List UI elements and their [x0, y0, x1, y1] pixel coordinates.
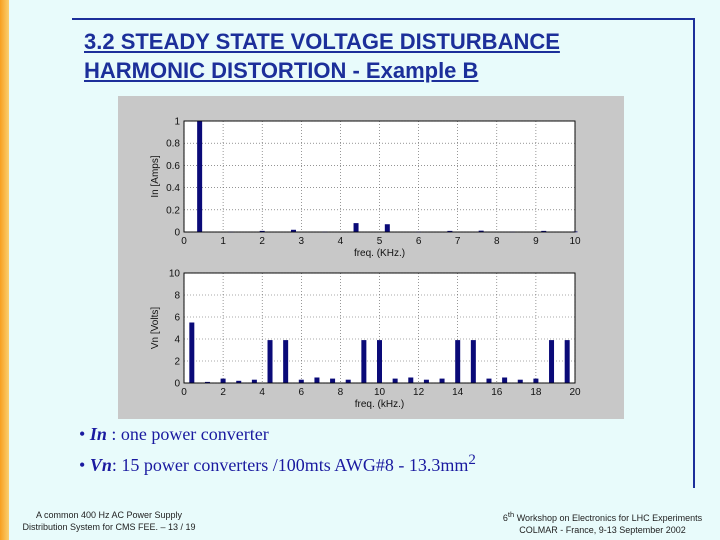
bar — [314, 377, 320, 383]
bar — [541, 230, 547, 232]
footer-right-num: 6 — [502, 513, 508, 523]
footer-right: 6th Workshop on Electronics for LHC Expe… — [490, 509, 715, 536]
bullet-in: • In : one power converter — [79, 424, 269, 445]
right-divider — [693, 18, 695, 488]
y-tick-label: 0.4 — [166, 183, 180, 194]
x-tick-label: 1 — [220, 236, 226, 247]
bar — [377, 340, 382, 383]
bar — [392, 378, 398, 383]
bullet-marker: • — [79, 455, 86, 475]
bar — [204, 381, 210, 383]
x-tick-label: 4 — [338, 236, 344, 247]
y-axis-label: In [Amps] — [150, 155, 161, 197]
footer-right-line1: 6th Workshop on Electronics for LHC Expe… — [490, 509, 715, 524]
y-tick-label: 0.8 — [166, 139, 180, 150]
x-tick-label: 20 — [569, 387, 581, 398]
bar — [549, 340, 555, 383]
bar — [455, 340, 461, 383]
bar — [298, 379, 304, 383]
y-tick-label: 10 — [169, 269, 181, 280]
bar — [478, 230, 484, 232]
bar — [290, 229, 296, 232]
x-tick-label: 10 — [569, 236, 581, 247]
x-tick-label: 3 — [299, 236, 305, 247]
chart-panel: 0 1 2 3 4 5 6 7 8 9 10 0 0.2 0.4 0.6 0.8 1 freq. (KHz.) In… — [118, 96, 624, 419]
top-divider — [72, 18, 695, 20]
x-tick-label: 8 — [338, 387, 344, 398]
slide-title-line2: HARMONIC DISTORTION - Example B — [84, 58, 479, 83]
bullet-term: In — [89, 424, 107, 444]
bullet-term: Vn — [89, 455, 112, 475]
x-axis-label: freq. (KHz.) — [354, 248, 405, 259]
bar — [486, 378, 492, 383]
footer-right-text: Workshop on Electronics for LHC Experime… — [514, 513, 703, 523]
bar — [236, 380, 242, 383]
bar — [197, 121, 203, 232]
x-tick-label: 10 — [374, 387, 386, 398]
y-tick-label: 6 — [174, 313, 180, 324]
x-tick-label: 4 — [259, 387, 265, 398]
bar — [330, 378, 336, 383]
bar — [517, 379, 523, 383]
bullet-text: : one power converter — [106, 424, 269, 444]
y-tick-label: 0.6 — [166, 161, 180, 172]
bar — [267, 340, 273, 383]
x-tick-label: 12 — [413, 387, 425, 398]
bar — [189, 322, 195, 383]
x-tick-label: 8 — [494, 236, 500, 247]
bar — [533, 378, 539, 383]
x-tick-label: 9 — [533, 236, 539, 247]
bullet-marker: • — [79, 424, 86, 444]
bullet-vn: • Vn: 15 power converters /100mts AWG#8 … — [79, 452, 476, 476]
bar — [259, 230, 265, 232]
bar — [353, 223, 359, 232]
x-tick-label: 0 — [181, 387, 187, 398]
accent-side-bar — [0, 0, 9, 540]
x-tick-label: 5 — [377, 236, 383, 247]
y-tick-label: 0 — [174, 379, 180, 390]
y-tick-label: 8 — [174, 291, 180, 302]
bar — [564, 340, 570, 383]
bar — [470, 340, 476, 383]
bullet-superscript: 2 — [468, 452, 476, 468]
y-axis-label: Vn [Volts] — [150, 307, 161, 349]
bar — [345, 379, 351, 383]
bar — [447, 230, 453, 232]
bar — [361, 340, 367, 383]
bar — [384, 224, 390, 232]
x-tick-label: 18 — [530, 387, 542, 398]
x-axis-label: freq. (kHz.) — [355, 399, 404, 410]
y-tick-label: 2 — [174, 357, 180, 368]
y-tick-label: 0 — [174, 228, 180, 239]
x-tick-label: 0 — [181, 236, 187, 247]
bar — [408, 377, 414, 383]
bar — [283, 340, 289, 383]
bar — [251, 379, 257, 383]
x-tick-label: 6 — [299, 387, 305, 398]
footer-left-line2: Distribution System for CMS FEE. – 13 / … — [22, 522, 196, 532]
footer-right-sup: th — [507, 510, 515, 519]
x-tick-label: 6 — [416, 236, 422, 247]
plot-frame — [183, 120, 576, 233]
bar — [220, 378, 226, 383]
footer-right-line2: COLMAR - France, 9-13 September 2002 — [519, 525, 686, 535]
y-tick-label: 1 — [174, 117, 180, 128]
plot-area — [183, 120, 576, 233]
y-tick-label: 4 — [174, 335, 180, 346]
x-tick-label: 2 — [220, 387, 226, 398]
slide-title-line1: 3.2 STEADY STATE VOLTAGE DISTURBANCE — [84, 29, 560, 54]
footer-left-line1: A common 400 Hz AC Power Supply — [35, 510, 183, 520]
x-tick-label: 2 — [259, 236, 265, 247]
bullet-text: : 15 power converters /100mts AWG#8 - 13… — [111, 455, 469, 475]
x-tick-label: 7 — [455, 236, 461, 247]
bar — [423, 379, 429, 383]
bar — [439, 378, 445, 383]
x-tick-label: 14 — [452, 387, 464, 398]
y-tick-label: 0.2 — [166, 205, 180, 216]
plot-frame — [183, 272, 576, 384]
x-tick-label: 16 — [491, 387, 503, 398]
footer-left: A common 400 Hz AC Power Supply Distribu… — [18, 509, 200, 533]
bar — [502, 377, 508, 383]
